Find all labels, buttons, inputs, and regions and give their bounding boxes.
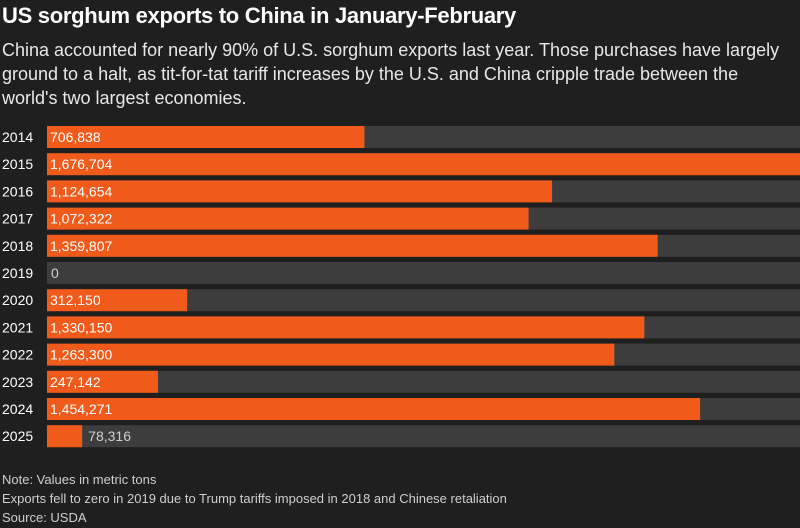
bar — [47, 343, 615, 366]
bar — [47, 126, 365, 148]
bar — [47, 153, 800, 176]
bar-track — [47, 289, 800, 312]
data-label: 1,359,807 — [50, 238, 112, 254]
bar — [47, 207, 529, 230]
data-label: 706,838 — [50, 129, 101, 145]
category-label: 2024 — [2, 401, 33, 417]
data-label: 0 — [51, 265, 59, 281]
bar-track — [47, 370, 800, 393]
category-label: 2015 — [2, 156, 33, 172]
data-label: 1,263,300 — [50, 347, 112, 363]
category-label: 2020 — [2, 292, 33, 308]
category-label: 2017 — [2, 211, 33, 227]
bar-track — [47, 262, 800, 284]
category-label: 2025 — [2, 428, 33, 444]
note-units: Note: Values in metric tons — [2, 472, 157, 487]
bar-track — [47, 425, 800, 448]
category-label: 2022 — [2, 347, 33, 363]
note-2019: Exports fell to zero in 2019 due to Trum… — [2, 491, 507, 506]
data-label: 1,676,704 — [50, 156, 112, 172]
bar — [47, 425, 83, 448]
category-label: 2021 — [2, 319, 33, 335]
bar-chart: 2014 706,838 2015 1,676,704 2016 1,124,654 201… — [2, 126, 800, 448]
category-label: 2018 — [2, 238, 33, 254]
bar — [47, 289, 188, 312]
chart-notes: Note: Values in metric tons Exports fell… — [2, 470, 507, 527]
data-label: 78,316 — [88, 428, 131, 444]
bar — [47, 370, 158, 393]
bar — [47, 180, 553, 203]
category-label: 2019 — [2, 265, 33, 281]
category-label: 2014 — [2, 129, 33, 145]
data-label: 1,330,150 — [50, 319, 112, 335]
chart-subtitle: China accounted for nearly 90% of U.S. s… — [2, 40, 780, 108]
data-label: 1,124,654 — [50, 183, 112, 199]
chart-title: US sorghum exports to China in January-F… — [2, 3, 516, 28]
bar — [47, 398, 701, 420]
bar — [47, 316, 645, 339]
category-label: 2023 — [2, 374, 33, 390]
source-note: Source: USDA — [2, 510, 87, 525]
data-label: 1,454,271 — [50, 401, 112, 417]
data-label: 247,142 — [50, 374, 101, 390]
data-label: 1,072,322 — [50, 211, 112, 227]
data-label: 312,150 — [50, 292, 101, 308]
bar — [47, 234, 658, 257]
category-label: 2016 — [2, 183, 33, 199]
